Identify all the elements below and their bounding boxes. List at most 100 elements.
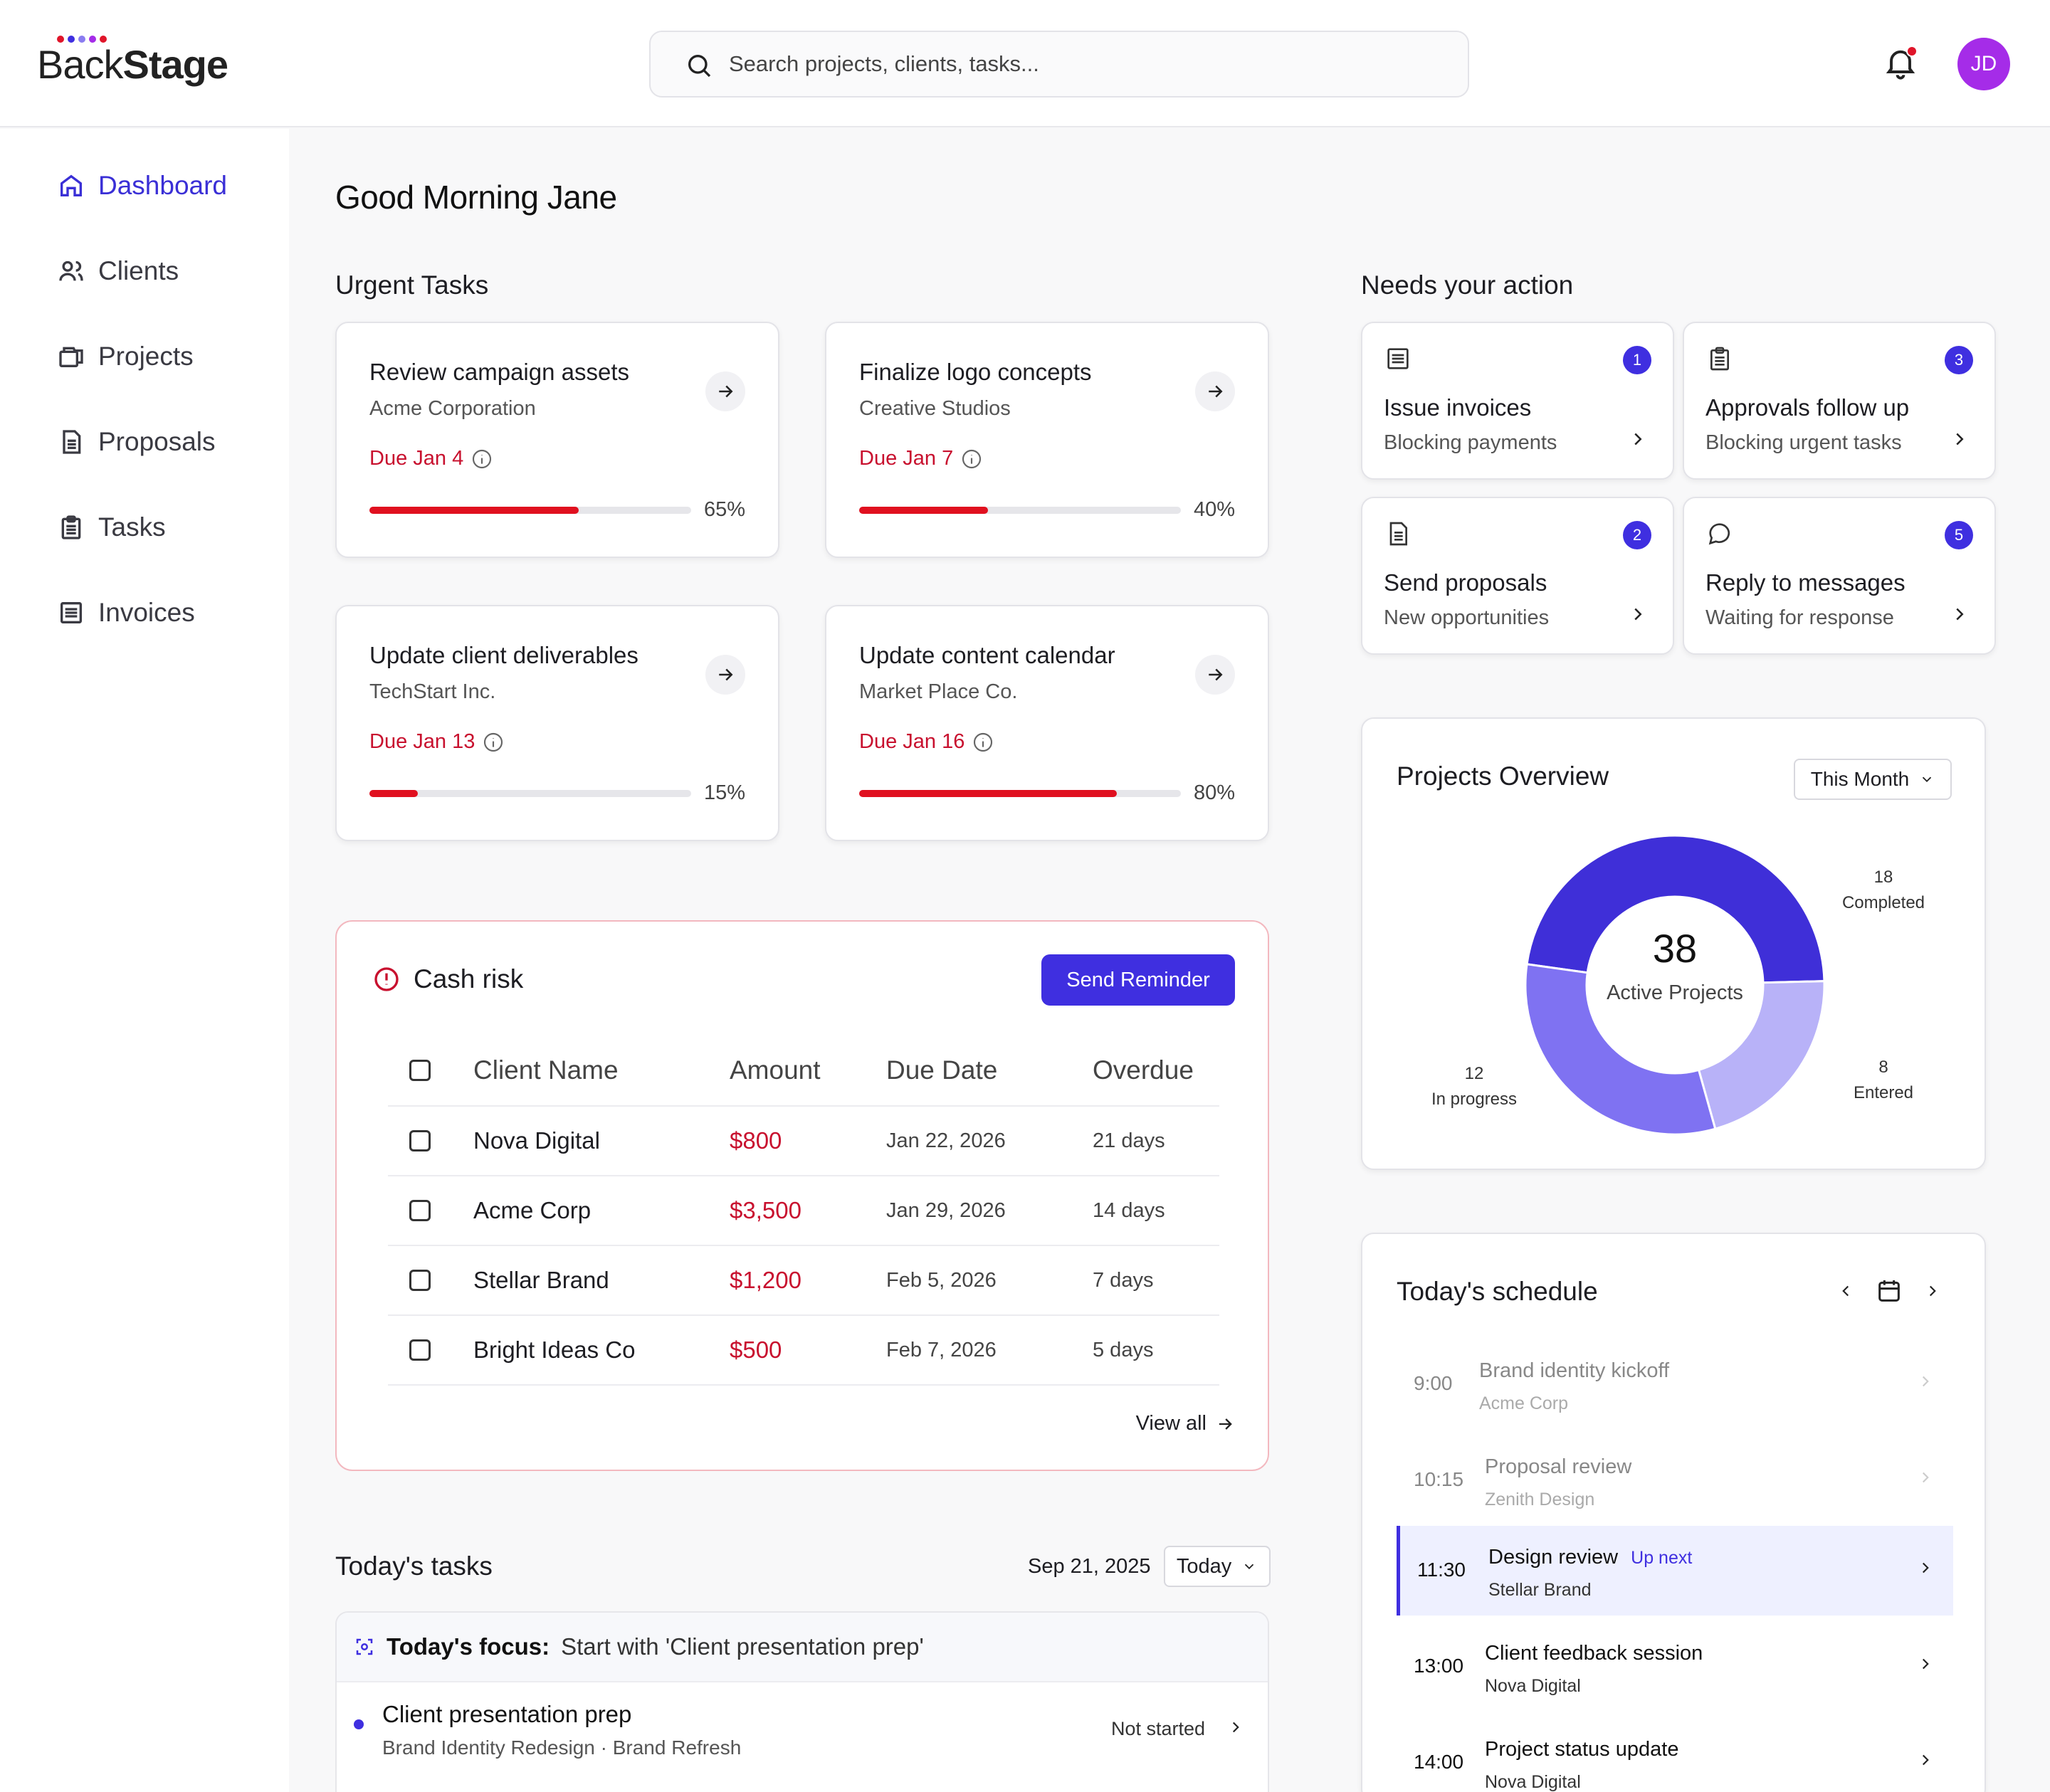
task-due: Due Jan 13 bbox=[369, 730, 505, 754]
segment-label-in-progress: In progress bbox=[1431, 1090, 1517, 1109]
task-client: Market Place Co. bbox=[859, 680, 1018, 703]
task-status-dot bbox=[354, 1719, 364, 1729]
sidebar-item-projects[interactable]: Projects bbox=[57, 335, 194, 378]
row-checkbox[interactable] bbox=[409, 1270, 431, 1291]
sidebar-item-proposals[interactable]: Proposals bbox=[57, 421, 216, 463]
event-title: Proposal review bbox=[1485, 1455, 1632, 1478]
arrow-right-icon bbox=[719, 385, 733, 398]
urgent-task-card[interactable]: Update content calendar Market Place Co.… bbox=[825, 605, 1269, 841]
table-row[interactable]: Acme Corp $3,500 Jan 29, 2026 14 days bbox=[388, 1176, 1219, 1246]
search-input[interactable] bbox=[729, 46, 1441, 82]
column-header[interactable]: Overdue bbox=[1093, 1055, 1194, 1085]
open-task-button[interactable] bbox=[705, 655, 745, 695]
select-all-checkbox[interactable] bbox=[409, 1060, 431, 1081]
schedule-event[interactable]: 13:00 Client feedback session Nova Digit… bbox=[1397, 1622, 1953, 1712]
row-checkbox[interactable] bbox=[409, 1339, 431, 1361]
event-time: 11:30 bbox=[1417, 1559, 1466, 1581]
action-card-reply-messages[interactable]: 5 Reply to messages Waiting for response bbox=[1683, 497, 1996, 655]
action-card-approvals[interactable]: 3 Approvals follow up Blocking urgent ta… bbox=[1683, 322, 1996, 480]
due-label: Due Jan 7 bbox=[859, 447, 954, 470]
chevron-left-icon[interactable] bbox=[1836, 1282, 1855, 1300]
send-reminder-button[interactable]: Send Reminder bbox=[1041, 954, 1235, 1006]
view-all-link[interactable]: View all bbox=[1136, 1412, 1235, 1435]
donut-segment-completed[interactable] bbox=[1525, 834, 1826, 984]
schedule-event-current[interactable]: 11:30 Design review Up next Stellar Brand bbox=[1397, 1526, 1953, 1616]
search-icon bbox=[688, 55, 711, 78]
range-select[interactable]: Today bbox=[1163, 1546, 1271, 1587]
due-label: Due Jan 13 bbox=[369, 730, 475, 753]
segment-label-completed: Completed bbox=[1842, 893, 1925, 912]
task-client: Creative Studios bbox=[859, 397, 1011, 420]
event-title: Client feedback session bbox=[1485, 1642, 1703, 1665]
bell-icon bbox=[1886, 50, 1915, 80]
document-icon bbox=[1389, 522, 1407, 546]
table-row[interactable]: Stellar Brand $1,200 Feb 5, 2026 7 days bbox=[388, 1246, 1219, 1316]
column-header[interactable]: Amount bbox=[730, 1055, 821, 1085]
donut-center-label: Active Projects bbox=[1607, 981, 1743, 1004]
schedule-event[interactable]: 9:00 Brand identity kickoff Acme Corp bbox=[1397, 1339, 1953, 1429]
due-date: Feb 5, 2026 bbox=[886, 1268, 997, 1292]
row-checkbox[interactable] bbox=[409, 1130, 431, 1151]
event-client: Acme Corp bbox=[1479, 1393, 1569, 1413]
sidebar-item-invoices[interactable]: Invoices bbox=[57, 591, 195, 634]
urgent-task-card[interactable]: Finalize logo concepts Creative Studios … bbox=[825, 322, 1269, 558]
user-avatar[interactable]: JD bbox=[1957, 38, 2010, 90]
alert-circle-icon bbox=[374, 967, 399, 991]
column-header[interactable]: Due Date bbox=[886, 1055, 998, 1085]
task-due: Due Jan 16 bbox=[859, 730, 994, 754]
event-time: 14:00 bbox=[1414, 1751, 1464, 1773]
donut-segment-entered[interactable] bbox=[1697, 980, 1826, 1131]
view-all-label: View all bbox=[1135, 1412, 1207, 1435]
due-date: Jan 22, 2026 bbox=[886, 1129, 1006, 1152]
task-title: Update content calendar bbox=[859, 642, 1115, 668]
overdue: 7 days bbox=[1093, 1268, 1154, 1292]
urgent-task-card[interactable]: Update client deliverables TechStart Inc… bbox=[335, 605, 779, 841]
info-icon bbox=[974, 732, 993, 752]
page-title: Good Morning Jane bbox=[335, 179, 617, 216]
progress-bar bbox=[859, 507, 1181, 514]
action-card-issue-invoices[interactable]: 1 Issue invoices Blocking payments bbox=[1361, 322, 1674, 480]
todays-schedule-card: Today's schedule 9:00 Brand identity kic… bbox=[1361, 1233, 1986, 1792]
row-checkbox[interactable] bbox=[409, 1200, 431, 1221]
period-select[interactable]: This Month bbox=[1794, 759, 1952, 800]
event-client: Nova Digital bbox=[1485, 1772, 1581, 1792]
task-due: Due Jan 4 bbox=[369, 447, 493, 470]
list-icon bbox=[1387, 348, 1409, 369]
task-item-status: Not started bbox=[1110, 1718, 1205, 1739]
cash-risk-label: Cash risk bbox=[414, 964, 524, 993]
chevron-right-icon[interactable] bbox=[1923, 1282, 1942, 1300]
donut-segment-in-progress[interactable] bbox=[1524, 963, 1717, 1136]
sidebar-item-label: Tasks bbox=[98, 512, 166, 542]
search-bar[interactable] bbox=[649, 31, 1469, 97]
segment-value-in-progress: 12 bbox=[1465, 1064, 1484, 1083]
notifications-button[interactable] bbox=[1882, 44, 1922, 84]
task-title: Update client deliverables bbox=[369, 642, 638, 668]
event-title-row: Design review Up next bbox=[1488, 1546, 1692, 1569]
action-card-send-proposals[interactable]: 2 Send proposals New opportunities bbox=[1361, 497, 1674, 655]
backstage-logo[interactable]: BackStage bbox=[37, 36, 228, 88]
sidebar-item-clients[interactable]: Clients bbox=[57, 250, 179, 292]
folders-icon bbox=[59, 347, 83, 367]
schedule-event[interactable]: 10:15 Proposal review Zenith Design bbox=[1397, 1435, 1953, 1525]
document-icon bbox=[63, 430, 81, 454]
task-list-item[interactable]: Client presentation prep Brand Identity … bbox=[337, 1682, 1268, 1782]
client-name: Acme Corp bbox=[473, 1197, 592, 1223]
open-task-button[interactable] bbox=[1195, 371, 1235, 411]
event-time: 13:00 bbox=[1414, 1655, 1464, 1677]
event-title: Brand identity kickoff bbox=[1479, 1359, 1670, 1382]
sidebar-item-tasks[interactable]: Tasks bbox=[57, 506, 166, 549]
open-task-button[interactable] bbox=[1195, 655, 1235, 695]
schedule-event[interactable]: 14:00 Project status update Nova Digital bbox=[1397, 1718, 1953, 1792]
segment-value-entered: 8 bbox=[1878, 1058, 1888, 1077]
sidebar-item-dashboard[interactable]: Dashboard bbox=[57, 164, 227, 207]
cash-risk-panel: Cash risk Send Reminder Client Name Amou… bbox=[335, 920, 1269, 1471]
amount: $1,200 bbox=[730, 1267, 801, 1293]
urgent-task-card[interactable]: Review campaign assets Acme Corporation … bbox=[335, 322, 779, 558]
calendar-icon[interactable] bbox=[1875, 1277, 1903, 1305]
table-row[interactable]: Nova Digital $800 Jan 22, 2026 21 days bbox=[388, 1107, 1219, 1176]
arrow-right-icon bbox=[1219, 1418, 1232, 1430]
home-icon bbox=[61, 174, 82, 196]
column-header[interactable]: Client Name bbox=[473, 1055, 619, 1085]
open-task-button[interactable] bbox=[705, 371, 745, 411]
table-row[interactable]: Bright Ideas Co $500 Feb 7, 2026 5 days bbox=[388, 1316, 1219, 1386]
